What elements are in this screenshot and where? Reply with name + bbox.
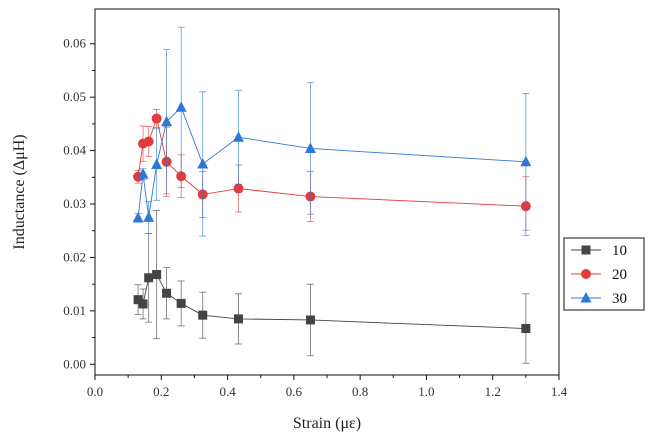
y-axis-ticks: 0.00 0.01 0.02 0.03 0.04 0.05 0.06 [63, 36, 95, 371]
y-tick-label: 0.01 [63, 303, 86, 318]
data-point [233, 131, 245, 142]
series-line [137, 116, 526, 207]
x-tick-label: 0.6 [286, 384, 303, 399]
y-tick-label: 0.06 [63, 36, 86, 51]
y-axis-title: Inductance (ΔμH) [11, 134, 28, 249]
data-point [521, 324, 531, 334]
data-point [175, 101, 187, 112]
data-point [197, 157, 209, 169]
y-tick-label: 0.05 [63, 89, 86, 104]
series-line [137, 273, 526, 329]
x-tick-label: 1.2 [485, 384, 501, 399]
data-point [305, 315, 315, 325]
legend-label: 10 [612, 243, 627, 259]
x-tick-label: 0.4 [219, 384, 236, 399]
y-tick-label: 0.04 [63, 143, 86, 158]
x-tick-label: 1.0 [418, 384, 434, 399]
series-20 [133, 109, 531, 236]
series-30 [132, 26, 532, 237]
data-point [133, 295, 143, 305]
data-point [176, 298, 186, 308]
data-point [152, 270, 162, 280]
x-axis-title: Strain (με) [293, 415, 361, 432]
y-tick-label: 0.00 [63, 356, 86, 371]
series-10 [133, 210, 531, 364]
x-axis-ticks: 0.0 0.2 0.4 0.6 0.8 1.0 1.2 1.4 [87, 375, 568, 399]
y-tick-label: 0.03 [63, 196, 86, 211]
legend-marker [580, 292, 592, 303]
legend-label: 20 [612, 267, 627, 283]
data-point [304, 142, 316, 153]
data-point [143, 136, 154, 147]
x-tick-label: 1.4 [551, 384, 568, 399]
data-point [233, 183, 244, 194]
data-point [144, 273, 154, 283]
y-tick-label: 0.02 [63, 249, 86, 264]
series-line [137, 106, 526, 218]
data-point [198, 310, 208, 320]
legend-marker [581, 245, 591, 255]
data-point [151, 158, 163, 169]
data-point [132, 211, 144, 223]
data-point [138, 299, 148, 309]
x-tick-label: 0.0 [87, 384, 103, 399]
x-tick-label: 0.2 [153, 384, 169, 399]
plot-frame [94, 8, 560, 376]
data-point [162, 288, 172, 298]
data-point [151, 113, 162, 124]
data-point [137, 168, 149, 179]
series-layer [132, 26, 532, 364]
legend-label: 30 [612, 291, 627, 307]
data-point [161, 115, 173, 127]
data-point [143, 211, 155, 222]
legend: 10 20 30 [563, 237, 645, 311]
legend-marker [581, 269, 591, 279]
x-tick-label: 0.8 [352, 384, 368, 399]
data-point [234, 314, 244, 324]
data-point [520, 155, 532, 167]
